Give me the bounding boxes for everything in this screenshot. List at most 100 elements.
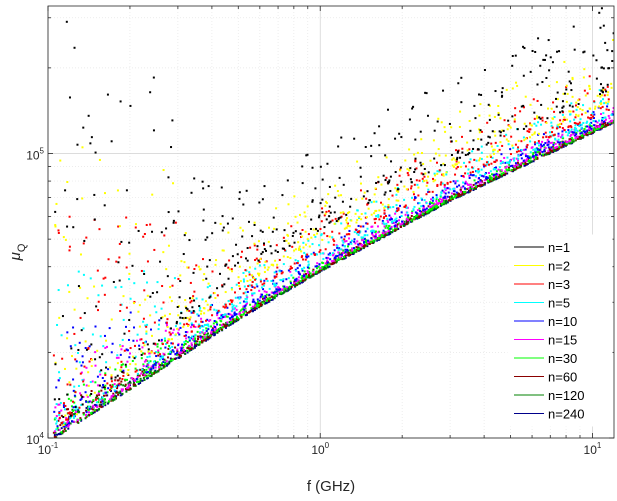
data-point: [246, 280, 249, 283]
data-point: [297, 270, 300, 273]
data-point: [160, 367, 163, 370]
data-point: [389, 206, 392, 209]
data-point: [390, 160, 393, 163]
data-point: [519, 162, 522, 165]
data-point: [487, 103, 490, 106]
data-point: [242, 312, 245, 315]
data-point: [414, 160, 417, 163]
data-point: [149, 370, 152, 373]
data-point: [349, 249, 352, 252]
data-point: [296, 261, 299, 264]
data-point: [588, 75, 591, 78]
data-point: [139, 381, 142, 384]
data-point: [517, 159, 520, 162]
data-point: [244, 297, 247, 300]
data-point: [550, 121, 553, 124]
data-point: [305, 275, 308, 278]
data-point: [261, 251, 264, 254]
data-point: [387, 233, 390, 236]
data-point: [485, 143, 488, 146]
data-point: [111, 342, 114, 345]
data-point: [297, 260, 300, 263]
data-point: [473, 104, 476, 107]
data-point: [141, 379, 144, 382]
data-point: [539, 144, 542, 147]
data-point: [347, 252, 350, 255]
data-point: [526, 130, 529, 133]
data-point: [54, 363, 57, 366]
data-point: [390, 216, 393, 219]
data-point: [95, 396, 98, 399]
data-point: [331, 230, 334, 233]
data-point: [536, 115, 539, 118]
data-point: [158, 363, 161, 366]
data-point: [501, 144, 504, 147]
data-point: [216, 323, 219, 326]
data-point: [533, 132, 536, 135]
data-point: [533, 117, 536, 120]
data-point: [239, 280, 242, 283]
data-point: [488, 176, 491, 179]
data-point: [134, 226, 137, 229]
data-point: [117, 356, 120, 359]
data-point: [382, 229, 385, 232]
data-point: [555, 148, 558, 151]
data-point: [433, 172, 436, 175]
data-point: [221, 284, 224, 287]
data-point: [480, 130, 483, 133]
data-point: [133, 282, 136, 285]
data-point: [128, 272, 131, 275]
data-point: [344, 254, 347, 257]
data-point: [204, 238, 207, 241]
data-point: [222, 305, 225, 308]
data-point: [182, 346, 185, 349]
data-point: [184, 331, 187, 334]
data-point: [598, 11, 601, 14]
data-point: [414, 168, 417, 171]
data-point: [142, 317, 145, 320]
data-point: [157, 354, 160, 357]
data-point: [67, 420, 70, 423]
data-point: [412, 208, 415, 211]
data-point: [532, 148, 535, 151]
data-point: [408, 169, 411, 172]
data-point: [544, 153, 547, 156]
data-point: [395, 204, 398, 207]
data-point: [146, 281, 149, 284]
data-point: [578, 129, 581, 132]
data-point: [161, 358, 164, 361]
data-point: [480, 174, 483, 177]
data-point: [526, 143, 529, 146]
data-point: [499, 159, 502, 162]
data-point: [87, 409, 90, 412]
data-point: [497, 168, 500, 171]
data-point: [157, 328, 160, 331]
data-point: [246, 301, 249, 304]
data-point: [280, 270, 283, 273]
data-point: [263, 298, 266, 301]
data-point: [522, 127, 525, 130]
data-point: [459, 110, 462, 113]
data-point: [428, 202, 431, 205]
data-point: [125, 365, 128, 368]
data-point: [610, 82, 613, 85]
data-point: [88, 413, 91, 416]
data-point: [189, 281, 192, 284]
data-point: [282, 291, 285, 294]
data-point: [204, 337, 207, 340]
data-point: [105, 394, 108, 397]
data-point: [293, 249, 296, 252]
data-point: [494, 160, 497, 163]
data-point: [478, 170, 481, 173]
data-point: [589, 118, 592, 121]
data-point: [145, 375, 148, 378]
data-point: [575, 101, 578, 104]
data-point: [599, 128, 602, 131]
data-point: [189, 345, 192, 348]
data-point: [211, 332, 214, 335]
data-point: [118, 279, 121, 282]
data-point: [137, 380, 140, 383]
data-point: [397, 208, 400, 211]
data-point: [445, 199, 448, 202]
data-point: [184, 334, 187, 337]
